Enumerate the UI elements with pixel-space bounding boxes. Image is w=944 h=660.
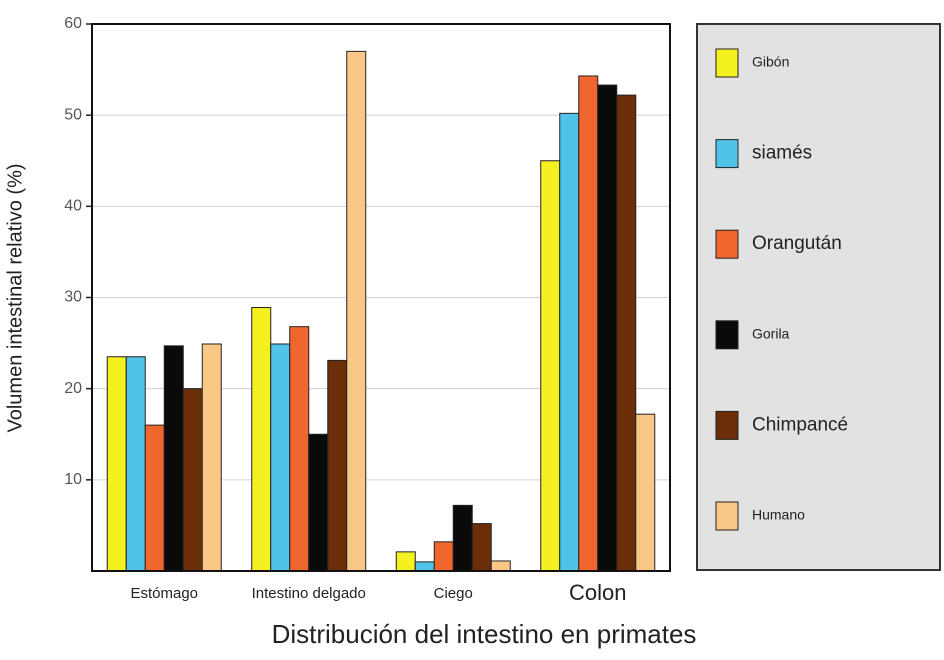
- y-tick-label: 40: [64, 198, 82, 215]
- bar: [395, 551, 416, 572]
- legend-box: [696, 23, 941, 571]
- bar: [471, 523, 492, 572]
- bar: [289, 326, 310, 572]
- bar: [616, 94, 637, 572]
- legend-swatch: [715, 139, 739, 169]
- legend-swatch: [715, 48, 739, 78]
- legend-swatch: [715, 501, 739, 531]
- bar: [125, 356, 146, 572]
- bar: [270, 343, 291, 572]
- legend-label: Gibón: [752, 54, 789, 70]
- x-tick-label: Ciego: [434, 585, 473, 602]
- bar: [251, 307, 272, 572]
- y-axis-label: Volumen intestinal relativo (%): [4, 163, 26, 432]
- plot-frame: [91, 23, 671, 572]
- bar: [597, 84, 618, 572]
- bar: [182, 388, 203, 572]
- legend-label: Orangután: [752, 233, 842, 254]
- bar: [346, 50, 367, 572]
- y-tick-label: 60: [64, 15, 82, 32]
- bar: [327, 359, 348, 572]
- bar: [559, 112, 580, 572]
- bar: [540, 160, 561, 572]
- x-tick-label: Intestino delgado: [252, 585, 366, 602]
- x-tick-label: Colon: [569, 580, 626, 605]
- y-tick-label: 50: [64, 106, 82, 123]
- bar: [452, 504, 473, 572]
- bar: [106, 356, 127, 572]
- bar: [490, 560, 511, 572]
- bar: [163, 345, 184, 572]
- bar: [433, 541, 454, 572]
- legend-label: Chimpancé: [752, 414, 848, 435]
- legend-label: Humano: [752, 507, 805, 523]
- y-tick-label: 30: [64, 289, 82, 306]
- bar: [308, 433, 329, 572]
- y-tick-label: 10: [64, 471, 82, 488]
- y-tick-label: 20: [64, 380, 82, 397]
- bar: [414, 561, 435, 572]
- bar: [144, 424, 165, 572]
- bar: [578, 75, 599, 572]
- legend-swatch: [715, 410, 739, 440]
- bar: [635, 413, 656, 572]
- bar: [201, 343, 222, 572]
- x-tick-label: Estómago: [130, 585, 198, 602]
- x-axis-label: Distribución del intestino en primates: [272, 619, 697, 649]
- legend-label: siamés: [752, 143, 812, 164]
- legend-swatch: [715, 320, 739, 350]
- legend-swatch: [715, 229, 739, 259]
- legend-label: Gorila: [752, 326, 790, 342]
